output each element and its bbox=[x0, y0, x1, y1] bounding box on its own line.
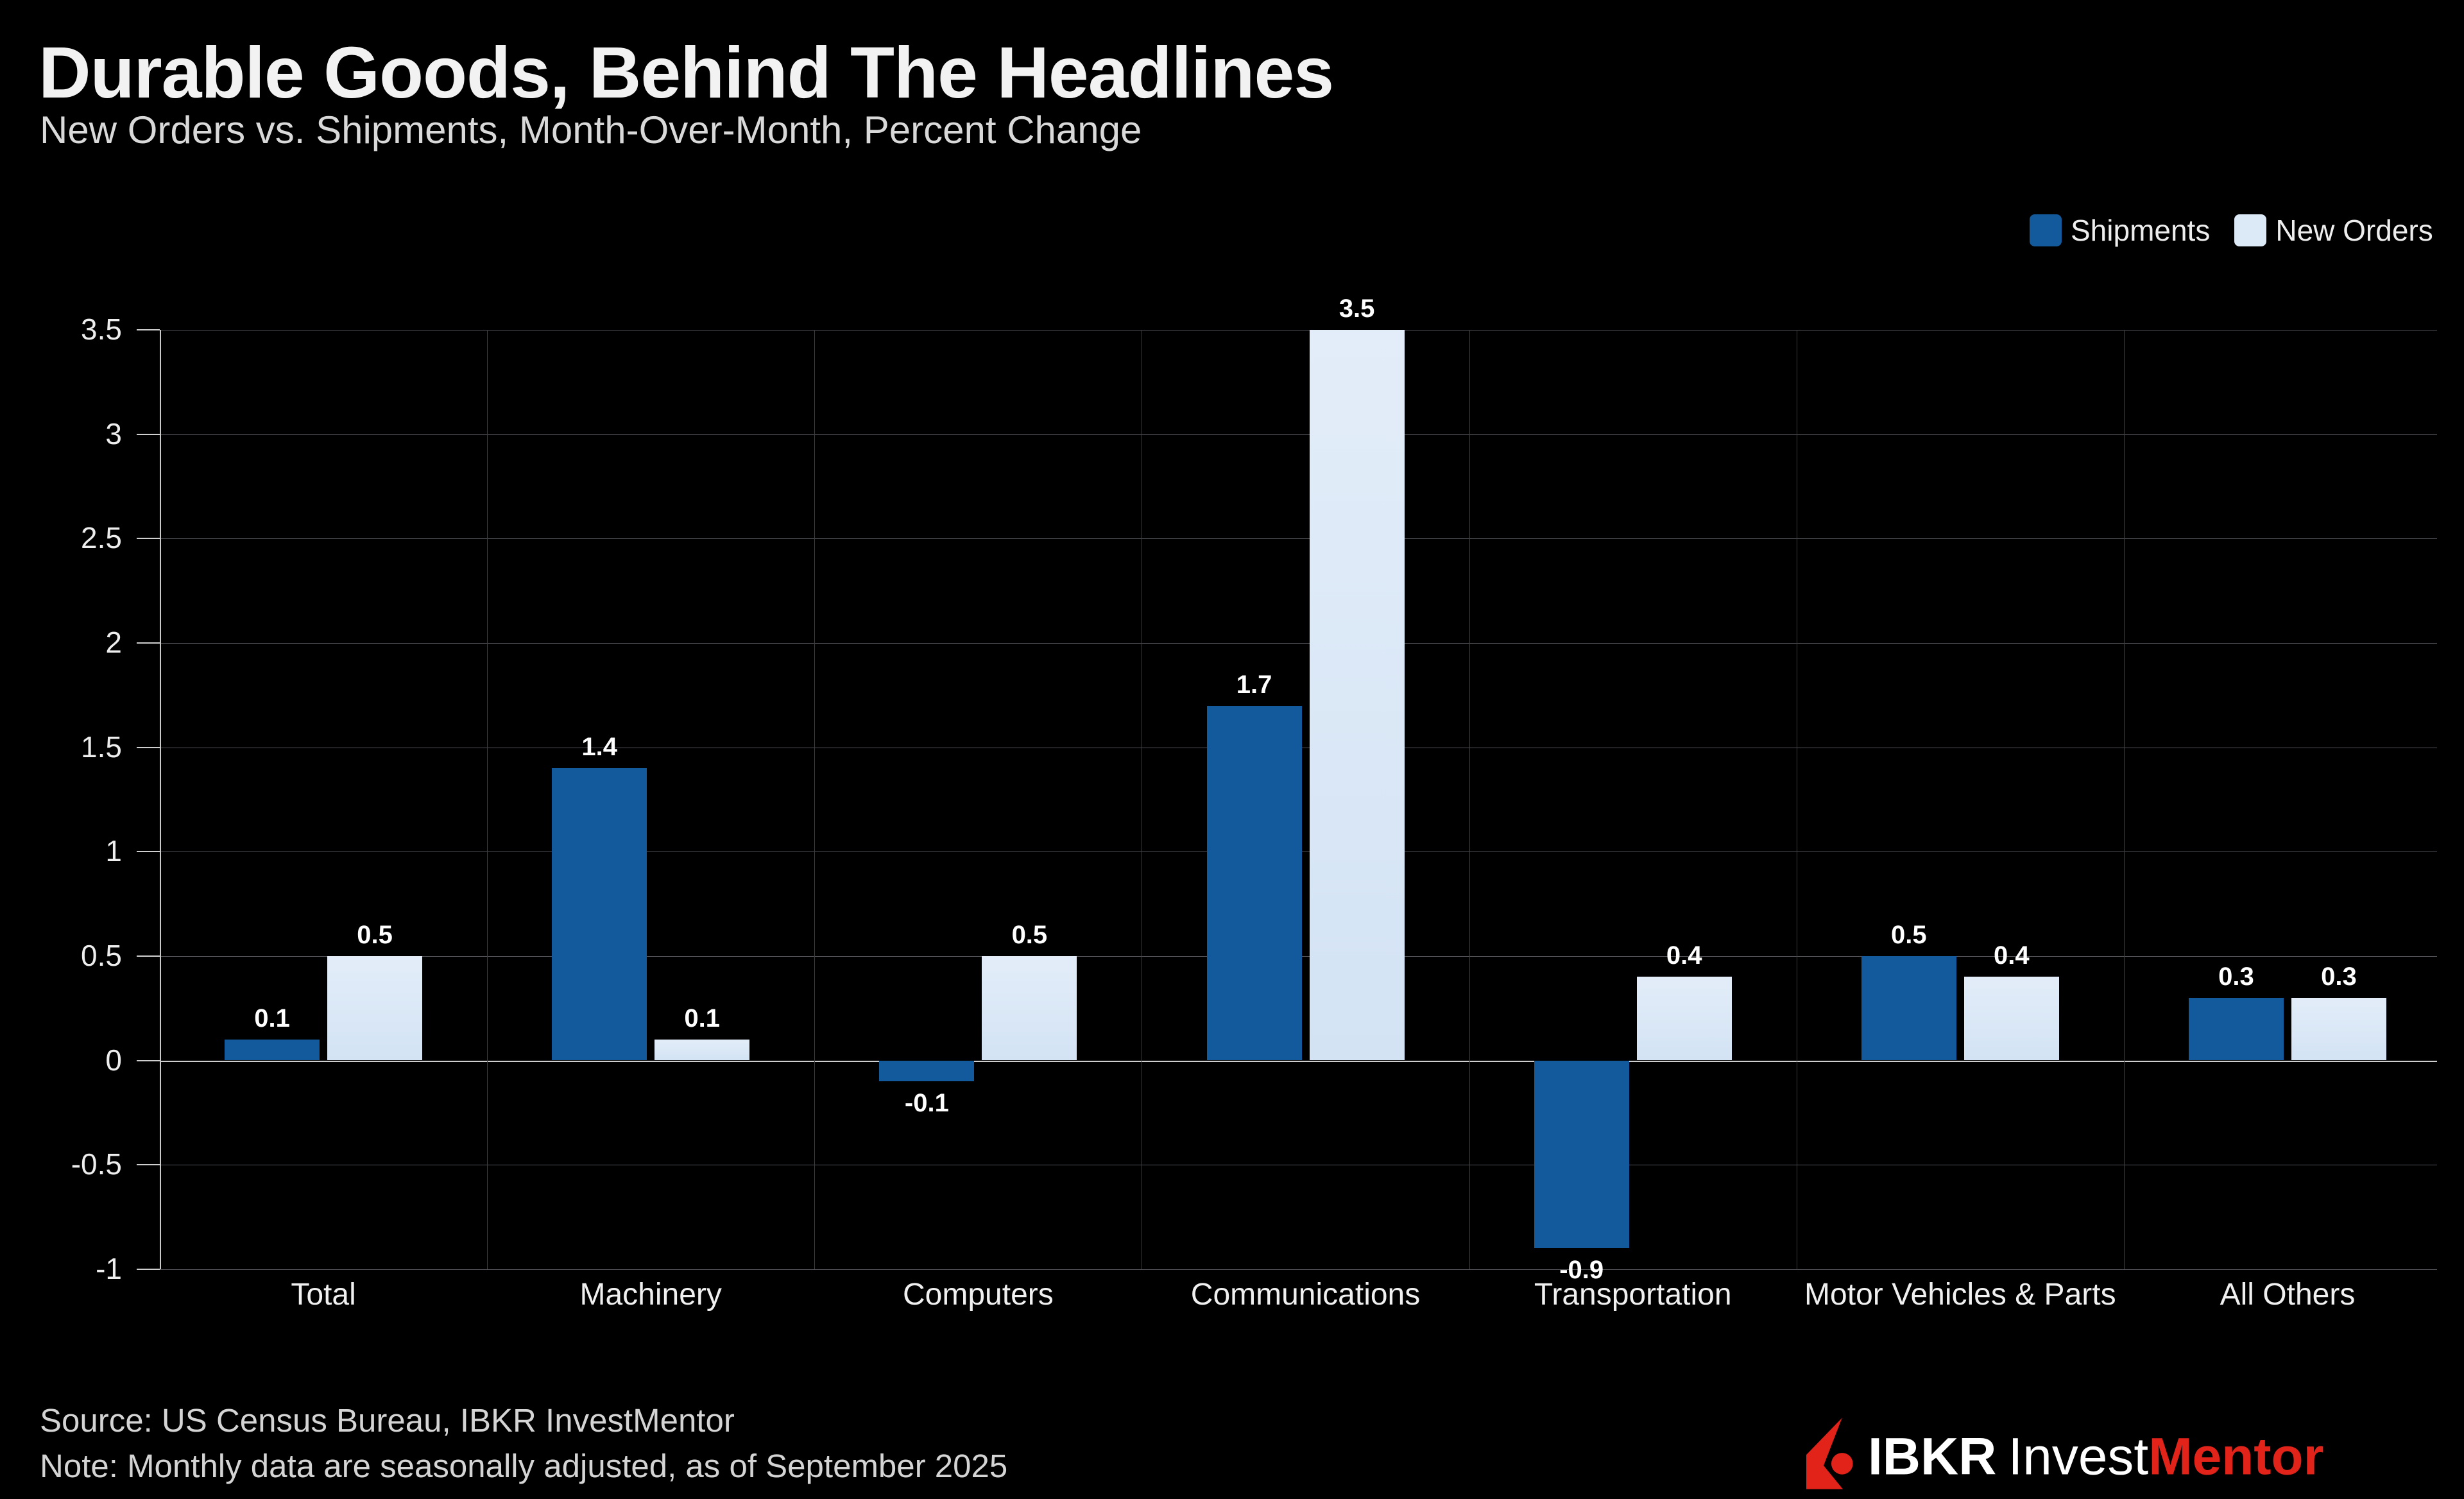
svg-text:IBKRInvestMentor: IBKR InvestMentor bbox=[1868, 1428, 2324, 1486]
